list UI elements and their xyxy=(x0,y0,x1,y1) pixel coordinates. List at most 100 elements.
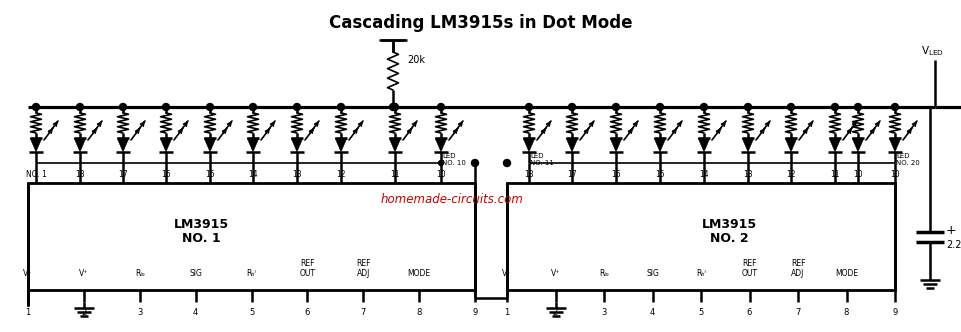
Polygon shape xyxy=(435,138,447,152)
Polygon shape xyxy=(117,138,129,152)
Polygon shape xyxy=(30,138,42,152)
Polygon shape xyxy=(247,138,259,152)
Circle shape xyxy=(892,104,899,111)
Text: MODE: MODE xyxy=(835,269,858,278)
Text: 13: 13 xyxy=(292,170,302,179)
Circle shape xyxy=(337,104,344,111)
Text: Rₗₒ: Rₗₒ xyxy=(599,269,609,278)
Circle shape xyxy=(569,104,576,111)
Text: 17: 17 xyxy=(567,170,577,179)
Circle shape xyxy=(162,104,169,111)
Text: 20k: 20k xyxy=(407,55,425,65)
Bar xyxy=(507,183,895,290)
Text: 3: 3 xyxy=(602,308,606,317)
Text: LM3915
NO. 1: LM3915 NO. 1 xyxy=(174,217,229,245)
Polygon shape xyxy=(335,138,347,152)
Text: 10: 10 xyxy=(853,170,863,179)
Circle shape xyxy=(854,104,861,111)
Text: 1: 1 xyxy=(505,308,509,317)
Text: 12: 12 xyxy=(786,170,796,179)
Text: LM3915
NO. 2: LM3915 NO. 2 xyxy=(702,217,756,245)
Text: V⁺: V⁺ xyxy=(551,269,560,278)
Text: 1: 1 xyxy=(25,308,31,317)
Polygon shape xyxy=(785,138,797,152)
Text: REF
OUT: REF OUT xyxy=(300,259,315,278)
Text: SIG: SIG xyxy=(646,269,659,278)
Text: LED
NO. 11: LED NO. 11 xyxy=(530,153,554,166)
Text: 14: 14 xyxy=(700,170,709,179)
Text: 18: 18 xyxy=(75,170,85,179)
Polygon shape xyxy=(566,138,578,152)
Text: 10: 10 xyxy=(890,170,899,179)
Polygon shape xyxy=(389,138,401,152)
Text: 12: 12 xyxy=(336,170,346,179)
Text: V⁻: V⁻ xyxy=(503,269,511,278)
Polygon shape xyxy=(74,138,86,152)
Circle shape xyxy=(831,104,839,111)
Text: LED
NO. 10: LED NO. 10 xyxy=(442,153,466,166)
Text: 4: 4 xyxy=(193,308,198,317)
Circle shape xyxy=(119,104,127,111)
Circle shape xyxy=(472,159,479,167)
Circle shape xyxy=(745,104,752,111)
Text: Rₕᴵ: Rₕᴵ xyxy=(696,269,706,278)
Text: SIG: SIG xyxy=(189,269,202,278)
Text: 13: 13 xyxy=(743,170,752,179)
Circle shape xyxy=(437,104,445,111)
Text: 6: 6 xyxy=(747,308,752,317)
Text: 11: 11 xyxy=(830,170,840,179)
Polygon shape xyxy=(160,138,172,152)
Text: Cascading LM3915s in Dot Mode: Cascading LM3915s in Dot Mode xyxy=(330,14,632,32)
Polygon shape xyxy=(829,138,841,152)
Text: 6: 6 xyxy=(305,308,310,317)
Text: +: + xyxy=(946,223,956,236)
Circle shape xyxy=(526,104,532,111)
Circle shape xyxy=(77,104,84,111)
Polygon shape xyxy=(889,138,901,152)
Circle shape xyxy=(612,104,620,111)
Text: REF
OUT: REF OUT xyxy=(742,259,757,278)
Circle shape xyxy=(33,104,39,111)
Polygon shape xyxy=(742,138,754,152)
Circle shape xyxy=(389,104,397,111)
Text: REF
ADJ: REF ADJ xyxy=(356,259,371,278)
Text: 2: 2 xyxy=(82,308,86,317)
Text: 3: 3 xyxy=(137,308,142,317)
Polygon shape xyxy=(610,138,622,152)
Text: 10: 10 xyxy=(436,170,446,179)
Polygon shape xyxy=(654,138,666,152)
Text: 2: 2 xyxy=(553,308,558,317)
Circle shape xyxy=(701,104,707,111)
Circle shape xyxy=(391,104,399,111)
Text: 8: 8 xyxy=(416,308,422,317)
Text: 8: 8 xyxy=(844,308,850,317)
Polygon shape xyxy=(204,138,216,152)
Text: 14: 14 xyxy=(248,170,258,179)
Text: V⁺: V⁺ xyxy=(79,269,88,278)
Polygon shape xyxy=(291,138,303,152)
Circle shape xyxy=(250,104,257,111)
Bar xyxy=(28,183,475,290)
Text: 7: 7 xyxy=(360,308,366,317)
Text: $\mathregular{V_{LED}}$: $\mathregular{V_{LED}}$ xyxy=(922,44,945,58)
Circle shape xyxy=(787,104,795,111)
Text: NO. 1: NO. 1 xyxy=(26,170,46,179)
Text: 9: 9 xyxy=(473,308,478,317)
Circle shape xyxy=(656,104,663,111)
Text: 15: 15 xyxy=(206,170,215,179)
Text: LED
NO. 20: LED NO. 20 xyxy=(896,153,920,166)
Text: 5: 5 xyxy=(699,308,703,317)
Circle shape xyxy=(504,159,510,167)
Text: V⁻: V⁻ xyxy=(23,269,33,278)
Text: 11: 11 xyxy=(390,170,400,179)
Circle shape xyxy=(293,104,301,111)
Text: REF
ADJ: REF ADJ xyxy=(791,259,805,278)
Polygon shape xyxy=(698,138,710,152)
Text: 9: 9 xyxy=(893,308,898,317)
Text: Rₕᴵ: Rₕᴵ xyxy=(247,269,257,278)
Text: homemade-circuits.com: homemade-circuits.com xyxy=(381,193,523,206)
Text: 2.2: 2.2 xyxy=(946,240,961,250)
Text: 17: 17 xyxy=(118,170,128,179)
Circle shape xyxy=(207,104,213,111)
Circle shape xyxy=(438,160,443,165)
